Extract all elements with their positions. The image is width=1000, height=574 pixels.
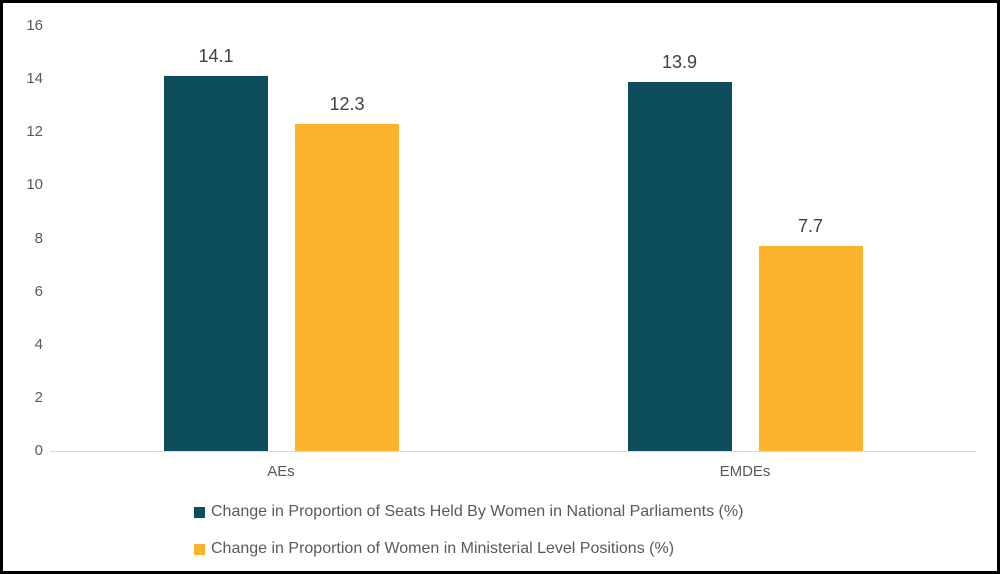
legend-item-parliaments: Change in Proportion of Seats Held By Wo… (194, 501, 743, 523)
bar-chart: 0 2 4 6 8 10 12 14 16 14.1 13.9 12.3 7.7 AEs EMDEs … (3, 3, 997, 571)
y-axis-tick-label: 16 (26, 17, 43, 34)
bar-value-label: 14.1 (198, 46, 234, 67)
bar-value-label: 12.3 (329, 94, 365, 115)
legend-item-ministerial: Change in Proportion of Women in Ministe… (194, 538, 674, 560)
bar-aes-series1 (295, 124, 399, 451)
bar-value-label: 7.7 (797, 216, 824, 237)
y-axis-tick-label: 0 (34, 442, 43, 459)
y-axis-tick-label: 6 (34, 282, 43, 300)
bar-aes-series0 (164, 76, 268, 451)
y-axis-tick-label: 4 (34, 335, 43, 353)
y-axis-tick-label: 10 (26, 176, 43, 194)
legend-swatch-parliaments-icon (194, 506, 205, 518)
legend-label-ministerial: Change in Proportion of Women in Ministe… (211, 540, 675, 557)
y-axis-tick-label: 14 (26, 70, 43, 88)
category-label-aes: AEs (267, 463, 295, 480)
bar-emdes-series0 (627, 81, 732, 451)
bar-emdes-series1 (758, 246, 863, 451)
y-axis-tick-label: 12 (26, 123, 43, 141)
bar-value-label: 13.9 (661, 51, 698, 72)
legend-swatch-ministerial-icon (194, 543, 205, 555)
y-axis-tick-label: 2 (34, 388, 43, 406)
legend-label-parliaments: Change in Proportion of Seats Held By Wo… (211, 503, 744, 520)
y-axis-tick-label: 8 (34, 229, 43, 247)
category-label-emdes: EMDEs (719, 463, 771, 480)
x-axis-line (50, 451, 976, 452)
